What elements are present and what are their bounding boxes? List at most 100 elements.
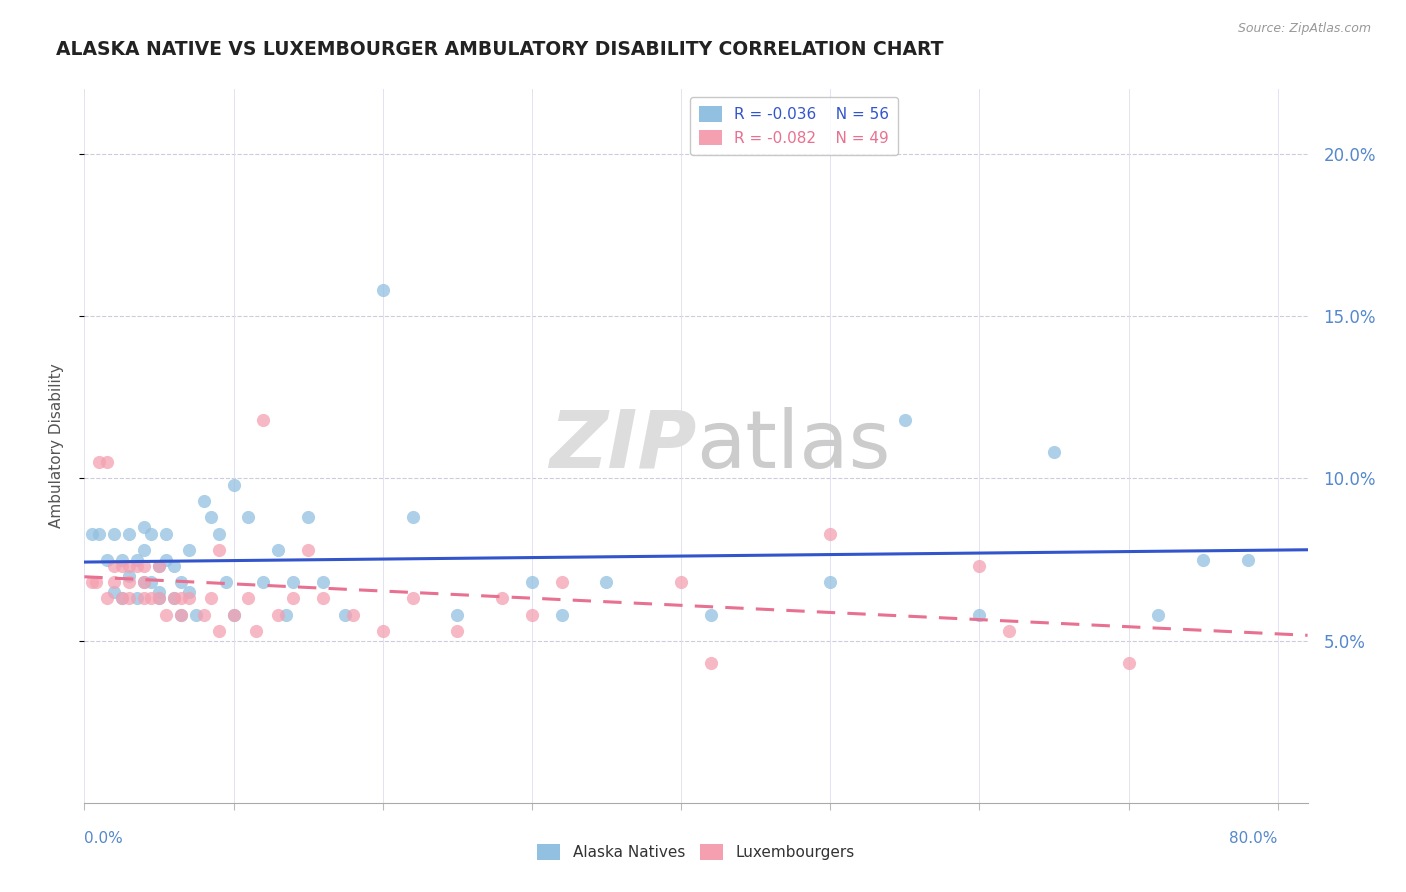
Point xyxy=(520,607,543,622)
Point xyxy=(222,478,245,492)
Point xyxy=(125,552,148,566)
Point xyxy=(148,559,170,574)
Point xyxy=(1147,607,1170,622)
Point xyxy=(89,526,111,541)
Point xyxy=(998,624,1021,638)
Point xyxy=(148,591,170,606)
Point xyxy=(222,607,245,622)
Point xyxy=(1043,445,1066,459)
Point xyxy=(177,585,200,599)
Point xyxy=(118,591,141,606)
Point xyxy=(155,552,177,566)
Text: Source: ZipAtlas.com: Source: ZipAtlas.com xyxy=(1237,22,1371,36)
Legend: Alaska Natives, Luxembourgers: Alaska Natives, Luxembourgers xyxy=(531,838,860,866)
Point xyxy=(371,624,394,638)
Point xyxy=(111,591,134,606)
Point xyxy=(551,607,574,622)
Point xyxy=(401,510,423,524)
Text: ZIP: ZIP xyxy=(548,407,696,485)
Point xyxy=(132,520,155,534)
Point xyxy=(297,510,319,524)
Point xyxy=(595,575,617,590)
Point xyxy=(207,542,229,557)
Text: 0.0%: 0.0% xyxy=(84,831,124,847)
Point xyxy=(118,575,141,590)
Point xyxy=(207,526,229,541)
Point xyxy=(551,575,574,590)
Point xyxy=(163,591,186,606)
Point xyxy=(274,607,297,622)
Text: 80.0%: 80.0% xyxy=(1229,831,1278,847)
Point xyxy=(96,455,118,469)
Point xyxy=(252,413,274,427)
Point xyxy=(1192,552,1215,566)
Point xyxy=(170,607,193,622)
Point xyxy=(103,575,125,590)
Point xyxy=(193,494,215,508)
Point xyxy=(193,607,215,622)
Point xyxy=(312,591,335,606)
Point xyxy=(238,510,260,524)
Point xyxy=(163,591,186,606)
Point xyxy=(342,607,364,622)
Point xyxy=(141,591,163,606)
Point xyxy=(297,542,319,557)
Point xyxy=(200,591,222,606)
Point xyxy=(520,575,543,590)
Point xyxy=(103,526,125,541)
Point xyxy=(132,559,155,574)
Point xyxy=(103,585,125,599)
Point xyxy=(1118,657,1140,671)
Point xyxy=(132,591,155,606)
Text: ALASKA NATIVE VS LUXEMBOURGER AMBULATORY DISABILITY CORRELATION CHART: ALASKA NATIVE VS LUXEMBOURGER AMBULATORY… xyxy=(56,40,943,59)
Point xyxy=(446,607,468,622)
Point xyxy=(215,575,238,590)
Point xyxy=(371,283,394,297)
Point xyxy=(111,591,134,606)
Point xyxy=(894,413,917,427)
Point xyxy=(700,657,723,671)
Point xyxy=(80,526,103,541)
Point xyxy=(170,607,193,622)
Point xyxy=(1237,552,1260,566)
Point xyxy=(491,591,513,606)
Point xyxy=(267,607,290,622)
Point xyxy=(148,585,170,599)
Point xyxy=(141,526,163,541)
Point xyxy=(148,591,170,606)
Point xyxy=(401,591,423,606)
Point xyxy=(148,559,170,574)
Point xyxy=(125,591,148,606)
Point xyxy=(132,575,155,590)
Point xyxy=(312,575,335,590)
Point xyxy=(700,607,723,622)
Point xyxy=(141,575,163,590)
Point xyxy=(177,542,200,557)
Point xyxy=(118,559,141,574)
Point xyxy=(669,575,692,590)
Point xyxy=(125,559,148,574)
Point xyxy=(132,575,155,590)
Point xyxy=(335,607,357,622)
Point xyxy=(111,552,134,566)
Point xyxy=(118,526,141,541)
Point xyxy=(103,559,125,574)
Point xyxy=(222,607,245,622)
Point xyxy=(84,575,107,590)
Point xyxy=(186,607,208,622)
Text: atlas: atlas xyxy=(696,407,890,485)
Point xyxy=(155,526,177,541)
Point xyxy=(200,510,222,524)
Point xyxy=(96,552,118,566)
Point xyxy=(132,542,155,557)
Point xyxy=(818,575,841,590)
Point xyxy=(238,591,260,606)
Point xyxy=(89,455,111,469)
Point xyxy=(283,591,305,606)
Point xyxy=(818,526,841,541)
Point xyxy=(163,559,186,574)
Point xyxy=(96,591,118,606)
Point xyxy=(969,559,991,574)
Point xyxy=(80,575,103,590)
Y-axis label: Ambulatory Disability: Ambulatory Disability xyxy=(49,364,63,528)
